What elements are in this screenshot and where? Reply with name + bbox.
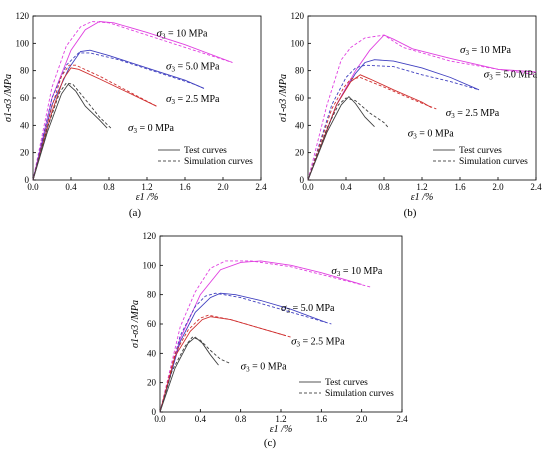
x-tick-label: 2.4 [255,182,267,192]
y-tick-label: 100 [16,38,30,48]
y-tick-label: 120 [16,11,30,21]
legend-simulation-label: Simulation curves [184,157,253,167]
chart-panel-2: 0.0 0.4 0.8 1.2 1.6 2.0 2.4 0 20 40 60 80 100 120 ε1 /… [278,11,542,219]
series-test-line [32,49,205,181]
x-tick-label: 0.4 [340,182,352,192]
series-label: σ3 = 2.5 MPa [166,93,220,106]
legend-test-label: Test curves [325,378,368,388]
y-axis-label: σ1-σ3 /MPa [278,74,289,122]
y-tick-label: 0 [300,175,305,185]
series-simulation-line [159,314,292,413]
x-axis-label: ε1 /% [411,192,434,203]
y-tick-label: 120 [291,11,305,21]
x-tick-label: 1.2 [275,414,286,424]
series-label: σ3 = 5.0 MPa [166,60,220,73]
series-simulation-line [307,97,390,181]
y-tick-label: 60 [20,93,30,103]
x-axis-label: ε1 /% [136,192,159,203]
y-tick-label: 60 [147,319,157,329]
panel-label: (b) [404,207,417,219]
chart-panel-3: 0.0 0.4 0.8 1.2 1.6 2.0 2.4 0 20 40 60 80 100 120 ε1 /… [130,231,408,449]
series-simulation-line [159,260,372,413]
series-simulation-line [307,64,480,181]
x-tick-label: 2.0 [492,182,504,192]
series-test-line [159,292,327,413]
series-test-line [307,74,432,181]
y-tick-label: 0 [152,407,157,417]
x-tick-label: 0.8 [378,182,390,192]
y-tick-label: 60 [295,93,305,103]
series-simulation-line [32,82,112,181]
x-tick-label: 1.2 [141,182,152,192]
series-simulation-line [159,292,332,413]
series-label: σ3 = 2.5 MPa [291,336,345,349]
series-label: σ3 = 10 MPa [157,28,209,41]
series-label: σ3 = 10 MPa [331,265,383,278]
y-tick-label: 40 [295,120,305,130]
y-tick-label: 20 [20,148,30,158]
y-tick-label: 120 [143,231,157,241]
series-simulation-line [307,77,437,181]
x-tick-label: 0.8 [103,182,115,192]
y-tick-label: 20 [295,148,305,158]
x-axis-label: ε1 /% [270,424,293,435]
series-label: σ3 = 5.0 MPa [281,302,335,315]
x-tick-label: 0.4 [195,414,207,424]
series-test-line [307,34,537,181]
series-test-line [159,316,287,413]
x-tick-label: 2.4 [396,414,408,424]
x-tick-label: 2.0 [356,414,368,424]
y-axis-label: σ1-σ3 /MPa [3,74,14,122]
y-tick-label: 0 [25,175,30,185]
y-tick-label: 100 [143,260,157,270]
x-tick-label: 1.2 [416,182,427,192]
x-tick-label: 0.0 [154,414,166,424]
legend-test-label: Test curves [184,146,227,156]
y-tick-label: 80 [295,66,305,76]
series-test-line [32,21,233,181]
legend-test-label: Test curves [459,146,502,156]
x-tick-label: 1.6 [316,414,328,424]
series-label: σ3 = 0 MPa [128,122,175,135]
series-label: σ3 = 10 MPa [460,44,512,57]
series-test-line [307,95,375,181]
legend-simulation-label: Simulation curves [325,389,394,399]
x-tick-label: 0.0 [27,182,39,192]
x-tick-label: 1.6 [179,182,191,192]
series-test-line [32,83,108,181]
x-tick-label: 0.4 [65,182,77,192]
y-tick-label: 80 [20,66,30,76]
x-tick-label: 1.6 [454,182,466,192]
panel-label: (c) [264,437,277,449]
x-tick-label: 0.0 [302,182,314,192]
y-tick-label: 40 [20,120,30,130]
series-test-line [32,67,157,181]
y-tick-label: 80 [147,290,157,300]
chart-panel-1: 0.0 0.4 0.8 1.2 1.6 2.0 2.4 0 20 40 60 80 100 120 ε1 /… [3,11,267,219]
y-tick-label: 20 [147,378,157,388]
x-tick-label: 0.8 [235,414,247,424]
series-simulation-line [32,64,157,181]
y-axis-label: σ1-σ3 /MPa [130,300,141,348]
x-tick-label: 2.0 [217,182,229,192]
series-simulation-line [307,34,537,181]
legend-simulation-label: Simulation curves [459,157,528,167]
y-tick-label: 100 [291,38,305,48]
series-label: σ3 = 0 MPa [241,360,288,373]
series-test-line [159,336,219,413]
series-simulation-line [32,52,205,181]
series-simulation-line [159,336,231,413]
x-tick-label: 2.4 [530,182,542,192]
y-tick-label: 40 [147,348,157,358]
series-test-line [159,260,362,413]
panel-label: (a) [129,207,142,219]
series-label: σ3 = 0 MPa [408,127,455,140]
series-label: σ3 = 5.0 MPa [484,69,538,82]
series-label: σ3 = 2.5 MPa [446,107,500,120]
